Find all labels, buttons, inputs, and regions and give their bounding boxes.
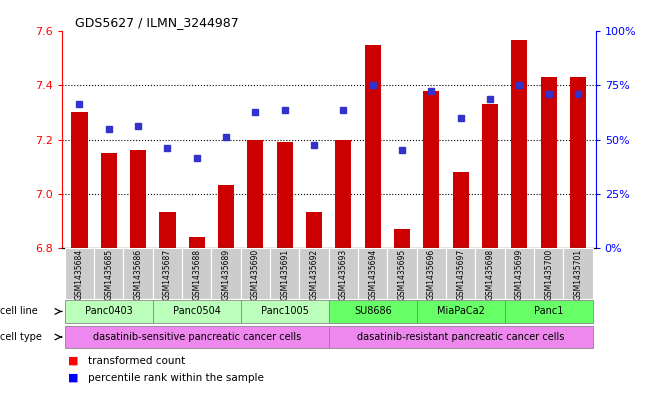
Bar	[482, 105, 498, 248]
Text: GSM1435693: GSM1435693	[339, 249, 348, 300]
Bar	[570, 77, 586, 248]
Bar	[394, 229, 410, 248]
Text: GSM1435695: GSM1435695	[398, 249, 407, 300]
Text: GSM1435697: GSM1435697	[456, 249, 465, 300]
Bar	[417, 300, 505, 323]
Bar	[417, 248, 446, 299]
Bar	[423, 91, 439, 248]
Bar	[563, 248, 592, 299]
Bar	[159, 213, 176, 248]
Text: GSM1435701: GSM1435701	[574, 249, 583, 300]
Text: Panc1: Panc1	[534, 307, 563, 316]
Bar	[358, 248, 387, 299]
Text: dasatinib-sensitive pancreatic cancer cells: dasatinib-sensitive pancreatic cancer ce…	[92, 332, 301, 342]
Bar	[329, 248, 358, 299]
Text: GSM1435689: GSM1435689	[221, 249, 230, 300]
Text: GSM1435690: GSM1435690	[251, 249, 260, 300]
Bar	[65, 325, 329, 349]
Bar	[475, 248, 505, 299]
Bar	[182, 248, 212, 299]
Text: GSM1435699: GSM1435699	[515, 249, 524, 300]
Text: percentile rank within the sample: percentile rank within the sample	[88, 373, 264, 383]
Bar	[130, 150, 146, 248]
Bar	[218, 185, 234, 248]
Bar	[534, 248, 563, 299]
Bar	[124, 248, 153, 299]
Bar	[329, 325, 592, 349]
Text: GSM1435692: GSM1435692	[310, 249, 318, 300]
Bar	[299, 248, 329, 299]
Text: GSM1435691: GSM1435691	[281, 249, 289, 300]
Bar	[306, 213, 322, 248]
Bar	[72, 112, 87, 248]
Text: MiaPaCa2: MiaPaCa2	[437, 307, 485, 316]
Text: GSM1435694: GSM1435694	[368, 249, 377, 300]
Bar	[277, 142, 293, 248]
Bar	[101, 153, 117, 248]
Text: dasatinib-resistant pancreatic cancer cells: dasatinib-resistant pancreatic cancer ce…	[357, 332, 564, 342]
Text: GSM1435688: GSM1435688	[192, 249, 201, 300]
Text: ■: ■	[68, 356, 79, 365]
Bar	[153, 300, 241, 323]
Text: GDS5627 / ILMN_3244987: GDS5627 / ILMN_3244987	[75, 17, 239, 29]
Text: Panc0403: Panc0403	[85, 307, 133, 316]
Text: GSM1435684: GSM1435684	[75, 249, 84, 300]
Text: transformed count: transformed count	[88, 356, 185, 365]
Bar	[94, 248, 124, 299]
Text: cell type: cell type	[0, 332, 42, 342]
Bar	[241, 248, 270, 299]
Text: GSM1435696: GSM1435696	[427, 249, 436, 300]
Bar	[65, 248, 94, 299]
Bar	[247, 140, 264, 248]
Bar	[511, 40, 527, 248]
Text: Panc0504: Panc0504	[173, 307, 221, 316]
Bar	[241, 300, 329, 323]
Bar	[329, 300, 417, 323]
Text: GSM1435700: GSM1435700	[544, 249, 553, 300]
Bar	[270, 248, 299, 299]
Bar	[212, 248, 241, 299]
Text: GSM1435685: GSM1435685	[104, 249, 113, 300]
Text: cell line: cell line	[0, 307, 38, 316]
Text: GSM1435686: GSM1435686	[133, 249, 143, 300]
Text: GSM1435687: GSM1435687	[163, 249, 172, 300]
Bar	[541, 77, 557, 248]
Bar	[365, 45, 381, 248]
Bar	[65, 300, 153, 323]
Bar	[335, 140, 352, 248]
Text: GSM1435698: GSM1435698	[486, 249, 495, 300]
Bar	[153, 248, 182, 299]
Bar	[452, 172, 469, 248]
Text: SU8686: SU8686	[354, 307, 392, 316]
Text: Panc1005: Panc1005	[261, 307, 309, 316]
Bar	[505, 248, 534, 299]
Bar	[387, 248, 417, 299]
Bar	[446, 248, 475, 299]
Bar	[189, 237, 205, 248]
Text: ■: ■	[68, 373, 79, 383]
Bar	[505, 300, 592, 323]
